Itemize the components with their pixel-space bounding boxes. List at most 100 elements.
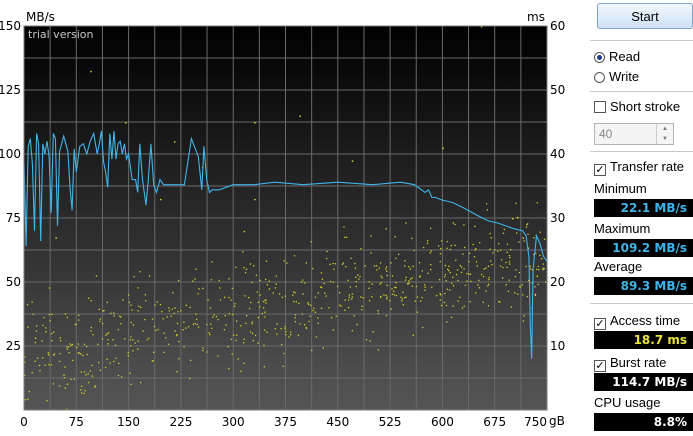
checkbox-checked-icon[interactable]: ✓ [594,318,606,330]
access-time-point [228,296,230,299]
access-time-point [60,340,62,342]
separator [590,151,693,152]
checkbox-checked-icon[interactable]: ✓ [594,360,606,372]
access-time-point [293,255,296,257]
start-button[interactable]: Start [597,3,693,29]
transfer-rate-checkbox[interactable]: ✓ Transfer rate [594,158,684,176]
access-time-point [377,312,379,315]
access-time-point [463,268,465,270]
access-time-point [195,313,197,315]
access-time-point [533,237,535,239]
access-time-point [347,279,349,281]
access-time-point [509,248,512,251]
access-time-point [293,300,295,303]
access-time-point [66,346,68,348]
access-time-point [355,285,357,288]
access-time-point [319,286,322,288]
spin-up-icon[interactable]: ▲ [662,126,668,132]
access-time-point [411,277,413,279]
access-time-point [385,314,388,317]
access-time-point [470,280,472,282]
access-time-point [449,289,451,291]
access-time-point [244,295,246,297]
access-time-point [349,286,352,288]
access-time-point [206,351,208,353]
access-time-point [251,281,253,284]
access-time-point [34,337,37,339]
access-time-point [53,354,55,356]
access-time-point [479,242,481,244]
access-time-point [26,304,29,306]
radio-unselected-icon[interactable] [594,72,605,83]
access-time-point [139,271,141,273]
access-time-point [380,295,382,298]
access-time-point [130,383,132,386]
write-radio[interactable]: Write [594,68,639,86]
access-time-point [80,371,83,373]
y-right-tick-label: 10 [550,339,565,353]
access-time-point [452,285,455,287]
access-time-point [444,292,446,295]
access-time-point [89,370,91,372]
access-time-point [113,360,115,363]
read-radio[interactable]: Read [594,48,640,66]
access-time-point [156,301,158,303]
access-time-point [439,299,441,301]
access-time-checkbox[interactable]: ✓ Access time [594,312,680,330]
y-left-tick-label: 100 [0,147,21,161]
access-time-point [329,263,331,266]
checkbox-unchecked-icon[interactable] [594,101,606,113]
access-time-point [427,240,429,242]
access-time-point [412,265,414,267]
access-time-point [299,323,301,325]
access-time-point [163,332,165,334]
access-time-point [311,349,313,352]
access-time-point [272,292,274,294]
access-time-point [159,303,162,306]
radio-selected-icon[interactable] [594,52,605,63]
access-time-point [84,389,86,392]
access-time-point [51,340,53,342]
access-time-value: 18.7 ms [594,331,693,349]
burst-rate-checkbox[interactable]: ✓ Burst rate [594,354,666,372]
short-stroke-input[interactable]: 40 ▲ ▼ [594,123,674,145]
access-time-point [486,209,488,211]
access-time-point [248,297,250,299]
access-time-point [280,327,282,330]
access-time-point [539,231,541,233]
access-time-point [534,294,537,297]
short-stroke-checkbox[interactable]: Short stroke [594,98,680,116]
access-time-point [294,314,297,316]
spin-down-icon[interactable]: ▼ [662,136,668,142]
access-time-point [176,333,178,336]
access-time-point [362,297,364,299]
access-time-point [94,385,97,387]
access-time-point [449,272,451,274]
access-time-point [321,278,324,280]
access-time-point [503,228,505,231]
access-time-point [405,222,407,224]
checkbox-checked-icon[interactable]: ✓ [594,164,606,176]
access-time-point [93,386,96,388]
access-time-point [231,353,233,355]
access-time-point [278,293,281,295]
access-time-point [463,224,465,226]
access-time-point [378,267,380,269]
access-time-point [151,318,154,320]
access-time-point [217,318,219,321]
access-time-point [379,283,381,285]
access-time-point [294,292,296,294]
access-time-point [437,245,440,247]
access-time-point [333,268,335,270]
access-time-point [385,228,387,230]
x-tick-label: 750 [524,415,547,429]
access-time-point [489,232,491,235]
access-time-point [536,202,538,204]
spin-buttons[interactable]: ▲ ▼ [656,124,673,144]
access-time-point [340,305,342,307]
access-time-point [487,285,489,287]
access-time-point [358,278,360,280]
access-time-point [365,339,368,341]
access-time-point [418,262,421,264]
access-time-point [129,339,132,341]
